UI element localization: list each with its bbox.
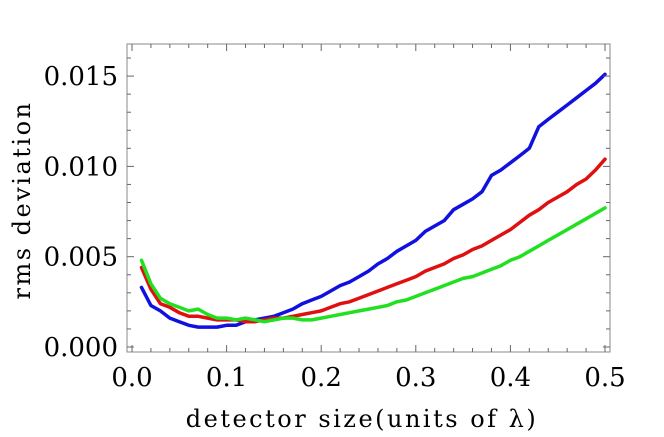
y-tick-label: 0.010 [44,152,118,182]
x-tick-label: 0.2 [301,363,342,393]
series-line-2 [139,157,607,324]
x-tick-label: 0.1 [206,363,247,393]
x-tick-label: 0.3 [395,363,436,393]
x-tick-label: 0.4 [490,363,531,393]
x-tick-label: 0.0 [111,363,152,393]
y-axis-label: rms deviation [8,100,36,299]
y-tick-label: 0.005 [44,243,118,273]
x-tick-label: 0.5 [584,363,625,393]
series-line-1 [139,72,607,329]
y-tick-label: 0.015 [44,62,118,92]
axis-ticks: 0.0 0.1 0.2 0.3 0.4 0.5 0.000 0.005 0.010 0.015 [44,44,626,393]
data-series [139,72,607,329]
series-line-3 [139,206,607,324]
plot-frame [126,43,611,353]
x-axis-label: detector size(units of λ) [186,405,538,433]
plot-border [126,43,611,353]
y-tick-label: 0.000 [44,333,118,363]
